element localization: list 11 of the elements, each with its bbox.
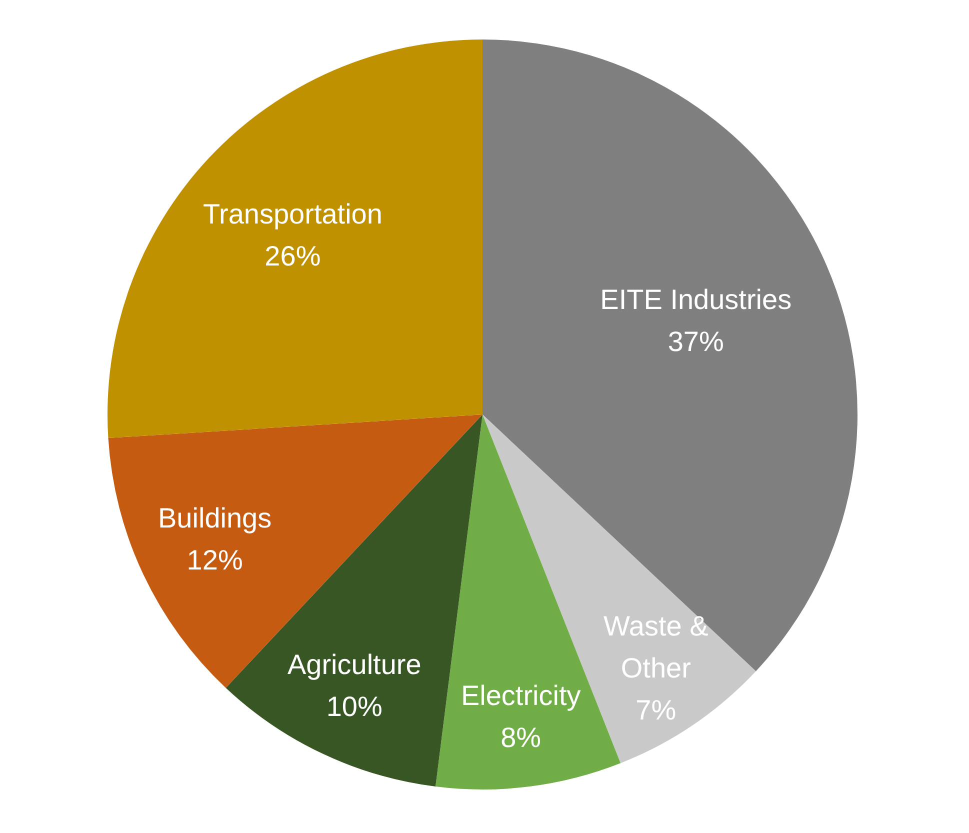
data-label: 8%: [500, 722, 542, 754]
data-label: 37%: [668, 326, 724, 358]
data-label: 26%: [264, 240, 321, 272]
slice-label: Agriculture: [287, 648, 422, 680]
data-label: 12%: [186, 544, 243, 576]
slice-label: Transportation: [202, 198, 382, 230]
slice-label: Buildings: [158, 502, 272, 534]
slice-label: Electricity: [460, 680, 581, 712]
pie-slice: [108, 40, 482, 438]
data-label: 10%: [326, 690, 382, 722]
slice-label: EITE Industries: [600, 284, 792, 316]
